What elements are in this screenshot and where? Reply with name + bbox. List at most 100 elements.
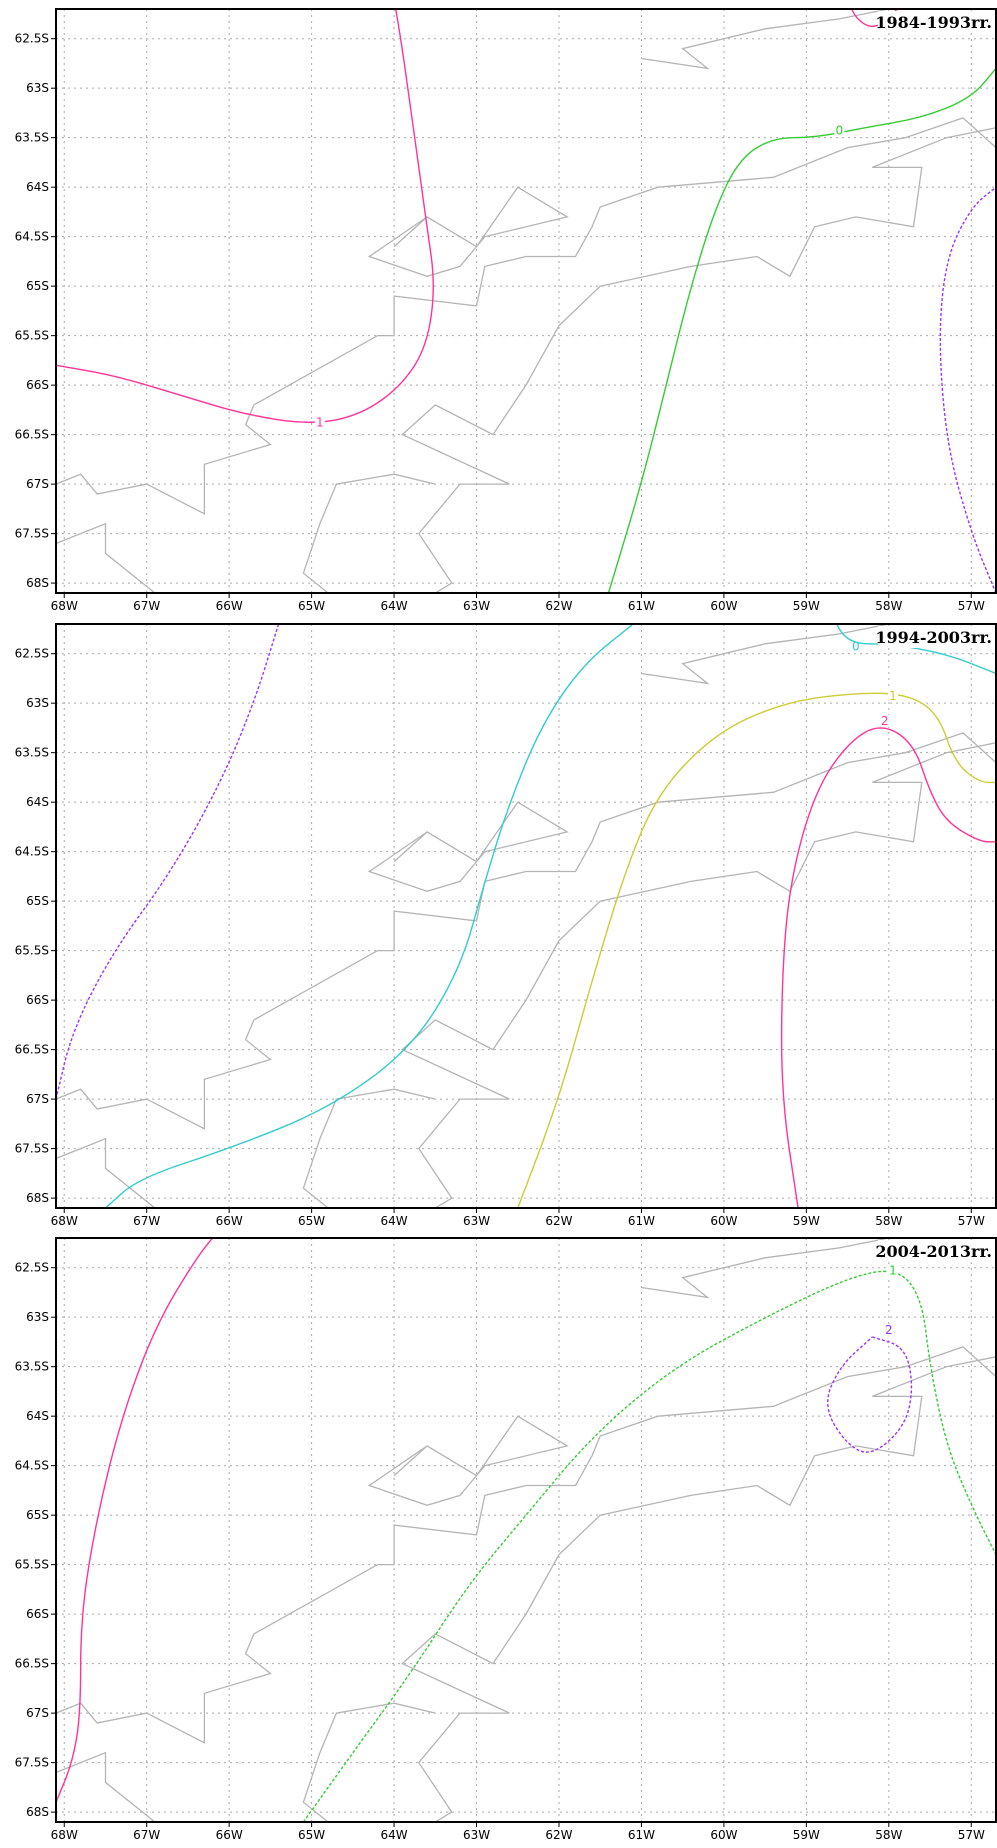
axes: 68W 67W 66W 65W 64W 63W 62W 61W 60W 59W 58W 57W 62.5… <box>15 1261 985 1842</box>
contour-line <box>56 9 434 423</box>
lat-tick-label: 67.5S <box>15 527 49 541</box>
lat-tick-label: 64S <box>26 795 49 809</box>
lat-tick-label: 65S <box>26 1508 49 1522</box>
contour-line <box>939 186 996 593</box>
contour-label-bg <box>314 416 325 429</box>
plot-area <box>56 9 996 593</box>
lon-tick-label: 57W <box>958 1828 985 1842</box>
coastline-segment <box>401 127 996 593</box>
lon-tick-label: 65W <box>298 1214 325 1228</box>
lat-tick-label: 66.5S <box>15 428 49 442</box>
coastline-segment <box>367 801 569 892</box>
coastline-segment <box>56 732 996 1130</box>
panel-title: 2004-2013rr. <box>875 1242 992 1261</box>
contours: 12 <box>56 1238 996 1822</box>
contour-label: 0 <box>836 124 844 138</box>
contour-label: 1 <box>316 416 324 430</box>
lon-tick-label: 65W <box>298 599 325 613</box>
lat-tick-label: 68S <box>26 1191 49 1205</box>
lat-tick-label: 67S <box>26 1706 49 1720</box>
lat-tick-label: 65.5S <box>15 329 49 343</box>
lon-tick-label: 57W <box>958 599 985 613</box>
panel-title-bg <box>878 11 994 33</box>
lon-tick-label: 60W <box>710 1828 737 1842</box>
contour-label-bg <box>887 690 898 703</box>
lat-tick-label: 64.5S <box>15 845 49 859</box>
axes: 68W 67W 66W 65W 64W 63W 62W 61W 60W 59W 58W 57W 62.5… <box>15 647 985 1228</box>
lat-tick-label: 67.5S <box>15 1756 49 1770</box>
contour-line <box>607 67 996 593</box>
lon-tick-label: 59W <box>793 599 820 613</box>
plot-area <box>56 1238 996 1822</box>
contour-label: 2 <box>885 1323 893 1337</box>
axes: 68W 67W 66W 65W 64W 63W 62W 61W 60W 59W 58W 57W 62.5… <box>15 32 985 613</box>
lat-tick-label: 64S <box>26 180 49 194</box>
lon-tick-label: 68W <box>51 1214 78 1228</box>
coastline-segment <box>302 1702 436 1822</box>
lon-tick-label: 58W <box>875 1828 902 1842</box>
contour-label: 1 <box>889 689 897 703</box>
lat-tick-label: 66S <box>26 1607 49 1621</box>
lat-tick-label: 66.5S <box>15 1043 49 1057</box>
lat-tick-label: 65S <box>26 279 49 293</box>
lat-tick-label: 68S <box>26 576 49 590</box>
lat-tick-label: 66.5S <box>15 1657 49 1671</box>
lat-tick-label: 66S <box>26 993 49 1007</box>
lat-tick-label: 62.5S <box>15 1261 49 1275</box>
contour-label-bg <box>879 714 890 727</box>
lon-tick-label: 67W <box>133 599 160 613</box>
lat-tick-label: 67.5S <box>15 1142 49 1156</box>
contour-label-bg <box>850 640 861 653</box>
panel-frame <box>55 1237 997 1823</box>
lon-tick-label: 58W <box>875 1214 902 1228</box>
contour-line <box>56 624 280 1100</box>
contour-label: 0 <box>852 640 860 654</box>
contour-label-bg <box>834 124 845 137</box>
contour-line <box>780 727 996 1208</box>
coastline <box>56 9 996 593</box>
lat-tick-label: 63S <box>26 1310 49 1324</box>
lon-tick-label: 60W <box>710 1214 737 1228</box>
lon-tick-label: 61W <box>628 599 655 613</box>
lon-tick-label: 64W <box>380 1214 407 1228</box>
gridlines <box>56 9 996 593</box>
lat-tick-label: 66S <box>26 378 49 392</box>
coastline <box>56 1238 996 1822</box>
coastline-segment <box>401 1356 996 1822</box>
lon-tick-label: 63W <box>463 1828 490 1842</box>
lat-tick-label: 63S <box>26 81 49 95</box>
coastline-segment <box>56 1346 996 1744</box>
panel-title: 1994-2003rr. <box>875 628 992 647</box>
lat-tick-label: 63.5S <box>15 131 49 145</box>
coastline-segment <box>56 1751 156 1822</box>
contour-label: 2 <box>881 714 889 728</box>
lat-tick-label: 67S <box>26 477 49 491</box>
gridlines <box>56 624 996 1208</box>
coastline-segment <box>367 1415 569 1506</box>
lat-tick-label: 64.5S <box>15 1459 49 1473</box>
contour-label-bg <box>883 1324 894 1337</box>
lat-tick-label: 64S <box>26 1409 49 1423</box>
lon-tick-label: 58W <box>875 599 902 613</box>
coastline-segment <box>302 473 436 593</box>
lat-tick-label: 67S <box>26 1092 49 1106</box>
lon-tick-label: 62W <box>545 1214 572 1228</box>
coastline-segment <box>367 186 569 277</box>
lon-tick-label: 61W <box>628 1828 655 1842</box>
lat-tick-label: 63S <box>26 696 49 710</box>
lon-tick-label: 59W <box>793 1828 820 1842</box>
coastline-segment <box>401 742 996 1208</box>
lat-tick-label: 68S <box>26 1805 49 1819</box>
plot-area <box>56 624 996 1208</box>
coastline-segment <box>641 1238 889 1299</box>
map-panel: 1 0 1984-1993rr. 68W 67W 66W 65W 64W 63W 62W 61W 60… <box>15 8 997 613</box>
lon-tick-label: 67W <box>133 1214 160 1228</box>
lat-tick-label: 63.5S <box>15 1360 49 1374</box>
lat-tick-label: 65S <box>26 894 49 908</box>
lon-tick-label: 64W <box>380 1828 407 1842</box>
coastline-segment <box>641 624 889 685</box>
lon-tick-label: 63W <box>463 599 490 613</box>
panel-title: 1984-1993rr. <box>875 13 992 32</box>
